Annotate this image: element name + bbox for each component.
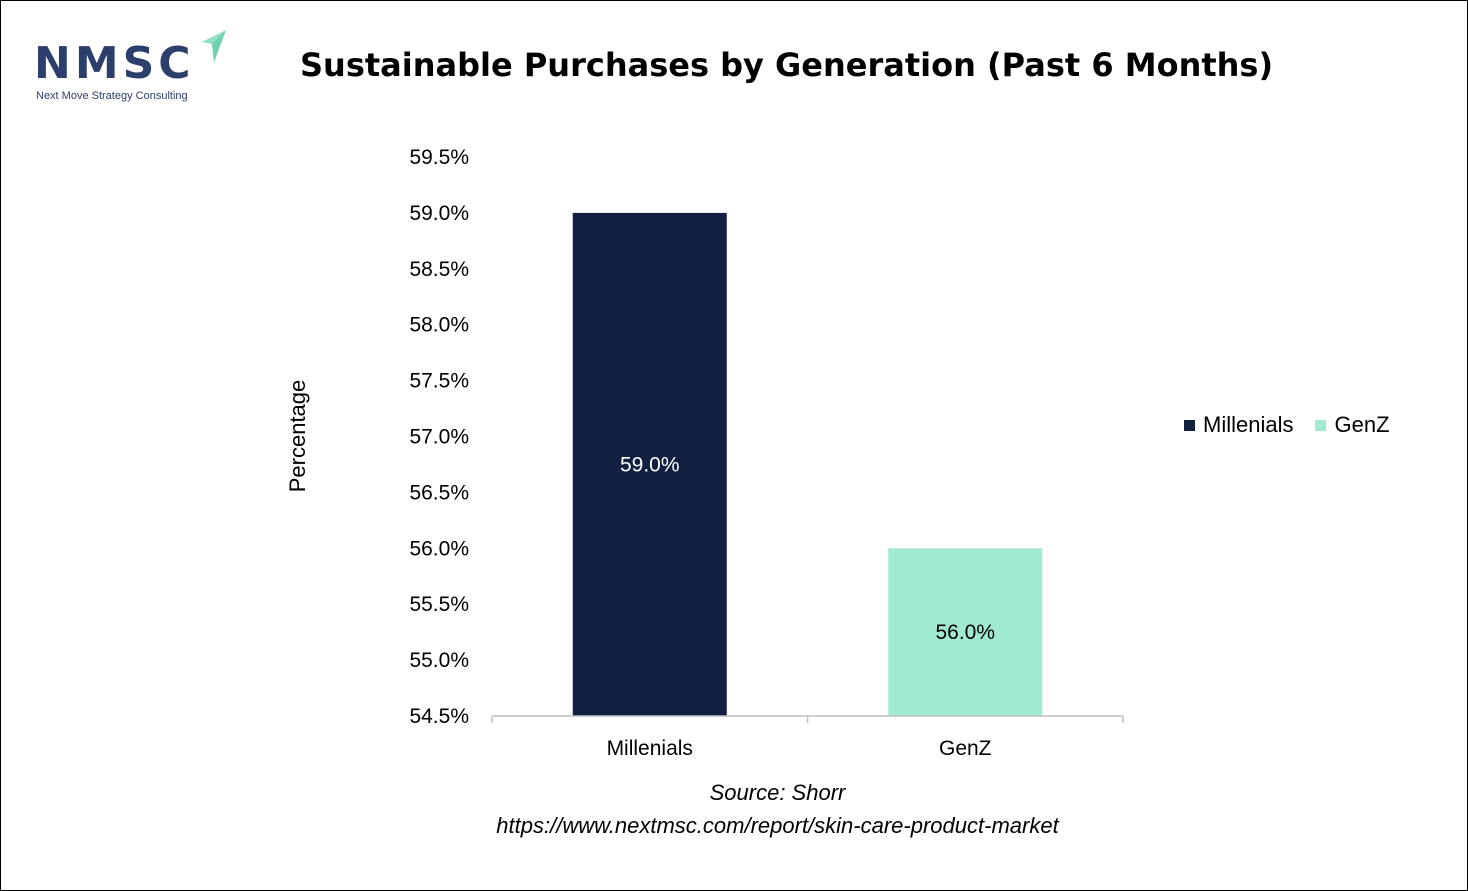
- data-label-genz: 56.0%: [935, 621, 995, 644]
- logo-wordmark: NMSC: [34, 38, 195, 89]
- bar-millenials: [572, 212, 727, 716]
- legend: Millenials GenZ: [1184, 412, 1412, 438]
- chart-title: Sustainable Purchases by Generation (Pas…: [300, 46, 1274, 84]
- source-url: https://www.nextmsc.com/report/skin-care…: [496, 813, 1059, 838]
- x-tick-label-millenials: Millenials: [607, 737, 693, 760]
- legend-swatch-millenials: [1184, 419, 1195, 431]
- y-tick-label: 55.0%: [409, 649, 469, 672]
- legend-item-genz: GenZ: [1315, 412, 1390, 438]
- y-tick-label: 56.5%: [409, 481, 469, 504]
- legend-label-genz: GenZ: [1334, 412, 1390, 437]
- y-tick-label: 56.0%: [409, 537, 469, 560]
- bar-genz: [888, 548, 1043, 716]
- paper-plane-icon: [202, 30, 226, 62]
- y-tick-label: 59.5%: [409, 146, 469, 169]
- legend-item-millenials: Millenials: [1184, 412, 1293, 438]
- y-tick-label: 58.5%: [409, 258, 469, 281]
- y-tick-label: 59.0%: [409, 202, 469, 225]
- data-label-millenials: 59.0%: [620, 453, 680, 476]
- nmsc-logo: NMSC Next Move Strategy Consulting: [34, 28, 234, 108]
- y-tick-label: 58.0%: [409, 314, 469, 337]
- x-tick-label-genz: GenZ: [939, 737, 992, 760]
- legend-label-millenials: Millenials: [1203, 412, 1294, 437]
- y-tick-label: 55.5%: [409, 593, 469, 616]
- y-tick-label: 54.5%: [409, 705, 469, 728]
- logo-tagline: Next Move Strategy Consulting: [36, 90, 188, 102]
- legend-swatch-genz: [1315, 419, 1327, 431]
- source-line: Source: Shorr: [709, 780, 846, 805]
- y-tick-label: 57.5%: [409, 370, 469, 393]
- y-tick-label: 57.0%: [409, 426, 469, 449]
